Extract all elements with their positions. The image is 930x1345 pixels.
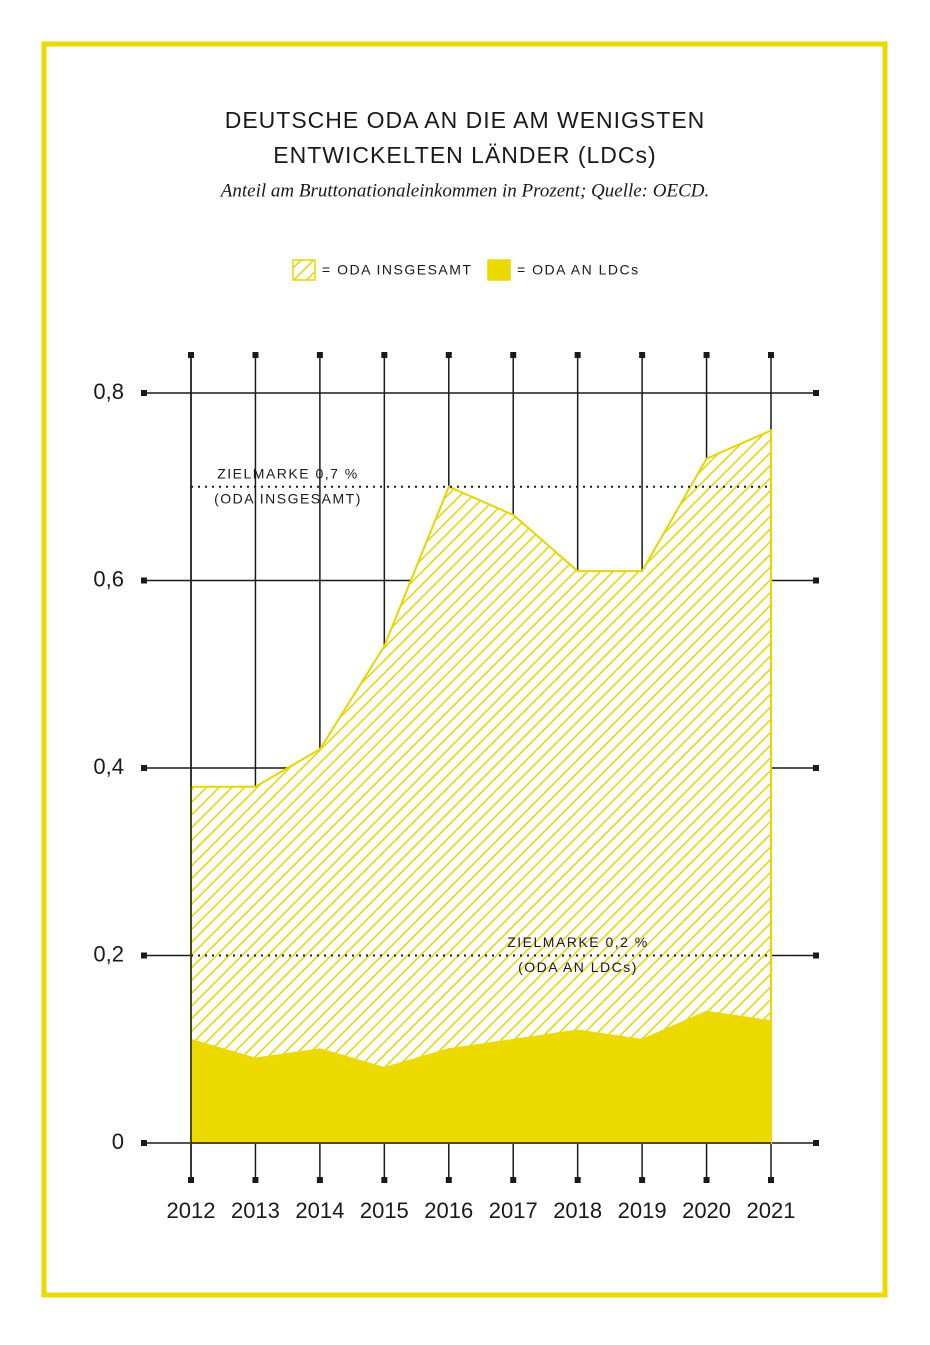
tick-mark	[381, 1177, 388, 1183]
x-tick-label: 2014	[295, 1198, 344, 1223]
reference-label: (ODA AN LDCs)	[518, 959, 638, 975]
chart-title: ENTWICKELTEN LÄNDER (LDCs)	[273, 142, 656, 168]
tick-mark	[510, 352, 517, 358]
tick-mark	[252, 352, 259, 358]
tick-mark	[813, 390, 819, 396]
y-tick-label: 0	[112, 1129, 124, 1154]
tick-mark	[141, 952, 147, 959]
x-tick-label: 2012	[167, 1198, 216, 1223]
tick-mark	[703, 1177, 710, 1183]
tick-mark	[639, 1177, 646, 1183]
frame	[41, 41, 888, 1298]
tick-mark	[381, 352, 388, 358]
reference-label: ZIELMARKE 0,2 %	[507, 934, 649, 950]
tick-mark	[813, 952, 819, 959]
tick-mark	[445, 352, 452, 358]
tick-mark	[639, 352, 646, 358]
y-tick-label: 0,6	[93, 566, 124, 591]
tick-mark	[574, 1177, 581, 1183]
tick-mark	[813, 765, 819, 771]
tick-mark	[445, 1177, 452, 1183]
tick-mark	[813, 577, 819, 584]
legend-swatch	[292, 259, 316, 281]
area	[190, 1010, 772, 1144]
tick-mark	[510, 1177, 517, 1183]
x-tick-label: 2020	[682, 1198, 731, 1223]
x-tick-label: 2013	[231, 1198, 280, 1223]
tick-mark	[141, 577, 147, 584]
tick-mark	[813, 1140, 819, 1146]
reference-label: (ODA INSGESAMT)	[214, 490, 362, 506]
tick-mark	[574, 352, 581, 358]
x-tick-label: 2019	[618, 1198, 667, 1223]
x-tick-label: 2018	[553, 1198, 602, 1223]
tick-mark	[141, 765, 147, 771]
x-tick-label: 2021	[747, 1198, 796, 1223]
tick-mark	[252, 1177, 259, 1183]
tick-mark	[703, 352, 710, 358]
y-tick-label: 0,8	[93, 379, 124, 404]
x-tick-label: 2016	[424, 1198, 473, 1223]
chart-title: DEUTSCHE ODA AN DIE AM WENIGSTEN	[225, 107, 706, 133]
tick-mark	[768, 1177, 774, 1183]
x-tick-label: 2017	[489, 1198, 538, 1223]
reference-label: ZIELMARKE 0,7 %	[217, 465, 359, 481]
tick-mark	[141, 390, 147, 396]
area	[190, 428, 772, 1144]
tick-mark	[316, 1177, 323, 1183]
tick-mark	[768, 352, 774, 358]
y-tick-label: 0,2	[93, 941, 124, 966]
legend-label: = ODA AN LDCs	[517, 262, 640, 278]
legend-swatch	[487, 259, 511, 281]
legend-label: = ODA INSGESAMT	[322, 262, 472, 278]
chart-subtitle: Anteil am Bruttonationaleinkommen in Pro…	[219, 180, 709, 201]
y-tick-label: 0,4	[93, 754, 124, 779]
x-tick-label: 2015	[360, 1198, 409, 1223]
tick-mark	[141, 1140, 147, 1146]
tick-mark	[316, 352, 323, 358]
